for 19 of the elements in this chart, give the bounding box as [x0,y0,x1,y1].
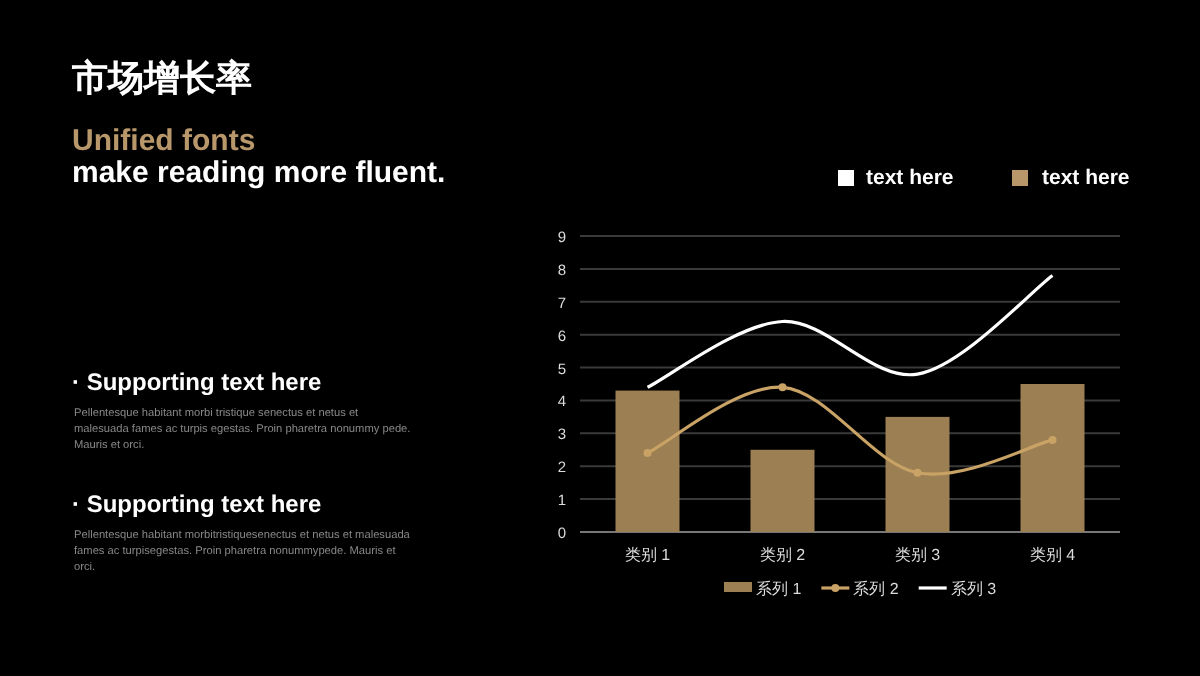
legend-label: 系列 2 [853,580,900,598]
annotation: text here [1042,166,1130,190]
point [643,449,652,458]
annotation: text here [866,166,954,190]
title: 市场增长率 [72,56,252,102]
x-tick-label: 类别 4 [1029,546,1077,564]
x-tick-label: 类别 1 [624,546,672,564]
legend-label: 系列 3 [950,580,998,598]
x-tick-label: 类别 2 [759,546,807,564]
annotation: make reading more fluent. [72,156,446,190]
annotation: · Supporting text here [72,490,322,518]
point [778,383,787,392]
subtitle: Unified fonts [72,124,256,158]
point [913,468,922,477]
point [1048,435,1057,444]
annotation: · Supporting text here [72,368,322,396]
line-series [645,273,1055,389]
x-tick-label: 类别 3 [894,546,942,564]
legend-label: 系列 1 [756,580,803,598]
